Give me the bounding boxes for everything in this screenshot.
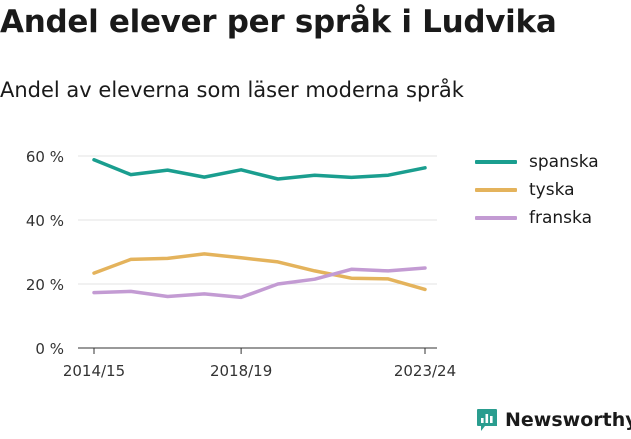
legend-item-franska: franska	[475, 204, 599, 232]
brand-name: Newsworthy	[505, 409, 631, 431]
series-line-spanska	[92, 158, 427, 181]
series-line-franska	[92, 266, 427, 300]
legend-label: franska	[529, 208, 592, 228]
legend-swatch	[475, 188, 517, 192]
x-tick-label: 2018/19	[210, 362, 272, 380]
series-layer	[92, 158, 427, 300]
series-line-tyska	[92, 252, 427, 292]
y-tick-label: 0 %	[35, 340, 64, 358]
y-tick-label: 20 %	[26, 276, 64, 294]
legend-label: tyska	[529, 180, 575, 200]
x-tick-label: 2014/15	[63, 362, 125, 380]
bar-chart-logo-icon	[477, 409, 497, 431]
legend-item-tyska: tyska	[475, 176, 599, 204]
grid-layer	[78, 155, 437, 285]
legend: spanska tyska franska	[475, 148, 599, 232]
legend-swatch	[475, 160, 517, 164]
brand-logo: Newsworthy	[476, 408, 631, 432]
y-tick-label: 60 %	[26, 148, 64, 166]
axis-layer: 0 % 20 % 40 % 60 % 2014/15 2018/19 2023/24	[26, 148, 456, 380]
legend-label: spanska	[529, 152, 599, 172]
chart-title: Andel elever per språk i Ludvika	[0, 4, 557, 40]
x-tick-label: 2023/24	[394, 362, 456, 380]
legend-swatch	[475, 216, 517, 220]
legend-item-spanska: spanska	[475, 148, 599, 176]
y-tick-label: 40 %	[26, 212, 64, 230]
chart-subtitle: Andel av eleverna som läser moderna språ…	[0, 78, 464, 102]
